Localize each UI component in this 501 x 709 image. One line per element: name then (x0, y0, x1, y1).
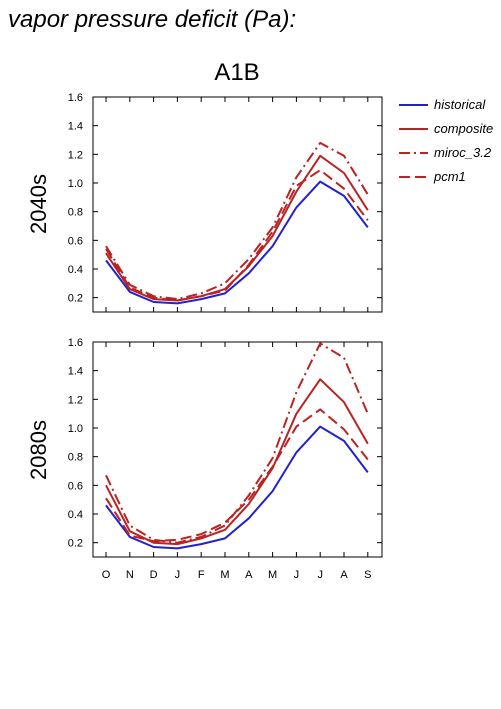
series-line-composite (105, 378, 369, 546)
y-tick-label: 0.4 (68, 509, 83, 521)
x-tick-label: F (198, 569, 205, 581)
series-line-miroc-3-2 (105, 141, 369, 301)
legend-label: composite (434, 121, 493, 136)
panel-label: 2040s (26, 174, 51, 234)
y-tick-label: 0.8 (68, 452, 83, 464)
y-tick-label: 1.0 (68, 178, 83, 190)
x-tick-label: D (150, 569, 158, 581)
x-tick-label: J (175, 569, 181, 581)
series-line-miroc-3-2 (105, 342, 369, 544)
y-tick-label: 1.0 (68, 423, 83, 435)
y-tick-label: 0.8 (68, 207, 83, 219)
x-tick-label: J (317, 569, 323, 581)
y-tick-label: 0.2 (68, 293, 83, 305)
page-title: vapor pressure deficit (Pa): (8, 6, 297, 33)
y-tick-label: 1.2 (68, 394, 83, 406)
x-tick-label: A (245, 569, 253, 581)
scenario-title: A1B (214, 59, 259, 86)
y-tick-label: 1.4 (68, 366, 83, 378)
legend-label: historical (434, 97, 486, 112)
panel-label: 2080s (26, 420, 51, 480)
y-tick-label: 0.6 (68, 235, 83, 247)
y-tick-label: 0.2 (68, 538, 83, 550)
plot-frame (92, 341, 383, 558)
chart-panel-2080s: 0.2 0.4 0.6 0.8 1.0 1.2 1.4 1.6 2080s (26, 337, 383, 558)
series-line-historical (105, 425, 369, 550)
y-tick-label: 1.6 (68, 92, 83, 104)
y-tick-label: 0.4 (68, 264, 83, 276)
x-tick-label: O (102, 569, 111, 581)
series-line-pcm1 (105, 408, 369, 543)
x-tick-label: A (340, 569, 348, 581)
x-tick-label: S (364, 569, 371, 581)
x-tick-label: M (220, 569, 229, 581)
series-line-pcm1 (105, 169, 369, 302)
x-tick-label: M (268, 569, 277, 581)
legend: historical composite miroc_3.2 pcm1 (399, 97, 493, 184)
plot-frame (92, 96, 383, 313)
series-line-historical (105, 180, 369, 305)
y-tick-label: 1.2 (68, 149, 83, 161)
legend-label: pcm1 (433, 169, 466, 184)
legend-label: miroc_3.2 (434, 145, 492, 160)
x-tick-label: J (294, 569, 300, 581)
y-tick-label: 1.6 (68, 337, 83, 349)
chart-panel-2040s: 0.2 0.4 0.6 0.8 1.0 1.2 1.4 1.6 2040s (26, 92, 383, 313)
y-tick-label: 0.6 (68, 480, 83, 492)
x-tick-label: N (126, 569, 134, 581)
y-tick-label: 1.4 (68, 121, 83, 133)
